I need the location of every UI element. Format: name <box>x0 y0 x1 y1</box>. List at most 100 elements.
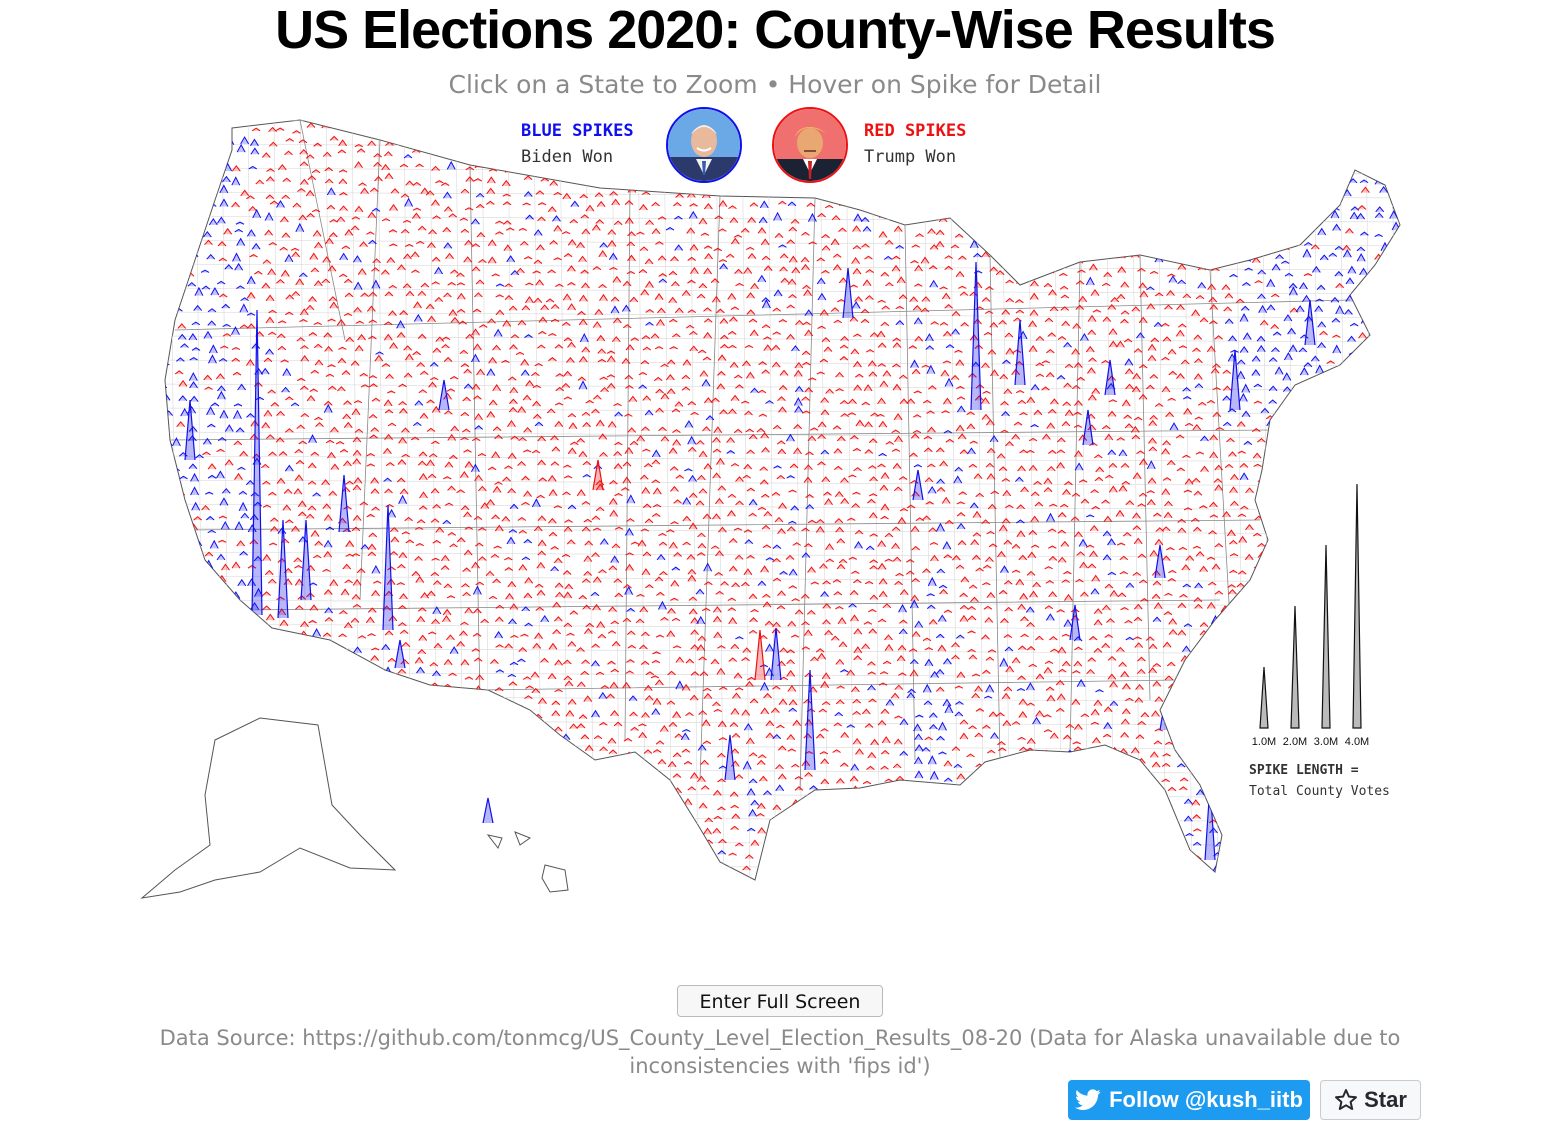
county-spike[interactable] <box>1302 802 1312 807</box>
county-spike[interactable] <box>567 504 577 510</box>
county-spike[interactable] <box>221 303 231 309</box>
county-spike[interactable] <box>338 139 348 147</box>
county-spike[interactable] <box>879 380 889 388</box>
county-spike[interactable] <box>1347 265 1357 274</box>
county-spike[interactable] <box>450 155 459 161</box>
county-spike[interactable] <box>922 176 932 182</box>
county-spike[interactable] <box>194 286 204 296</box>
county-spike[interactable] <box>837 843 847 849</box>
county-spike[interactable] <box>299 178 309 185</box>
county-spike[interactable] <box>1343 163 1353 171</box>
county-spike[interactable] <box>282 177 292 183</box>
county-spike[interactable] <box>1035 362 1045 367</box>
county-spike[interactable] <box>864 421 873 428</box>
county-spike[interactable] <box>1085 276 1095 286</box>
county-spike[interactable] <box>1064 363 1074 369</box>
county-spike[interactable] <box>368 239 377 245</box>
county-spike[interactable] <box>339 192 348 196</box>
county-spike[interactable] <box>1064 214 1073 224</box>
county-spike[interactable] <box>682 841 691 845</box>
county-spike[interactable] <box>1005 176 1015 182</box>
county-spike[interactable] <box>390 188 400 194</box>
county-spike[interactable] <box>307 505 317 511</box>
county-spike[interactable] <box>1019 123 1029 127</box>
county-spike[interactable] <box>802 853 812 859</box>
county-spike[interactable] <box>1004 332 1014 338</box>
county-spike[interactable] <box>820 409 830 416</box>
county-spike[interactable] <box>329 219 338 223</box>
county-spike[interactable] <box>987 806 996 811</box>
county-spike[interactable] <box>1296 179 1306 185</box>
county-spike[interactable] <box>205 515 215 521</box>
county-spike[interactable] <box>870 412 879 417</box>
county-spike[interactable] <box>959 291 969 296</box>
county-spike[interactable] <box>350 225 360 231</box>
county-spike[interactable] <box>324 237 334 245</box>
county-spike[interactable] <box>426 427 436 432</box>
county-spike[interactable] <box>1087 329 1097 336</box>
county-spike[interactable] <box>431 793 441 797</box>
county-spike[interactable] <box>398 705 408 715</box>
county-spike[interactable] <box>861 243 870 248</box>
county-spike[interactable] <box>1045 774 1054 780</box>
county-spike[interactable] <box>1288 286 1298 296</box>
county-spike[interactable] <box>1317 396 1327 402</box>
county-spike[interactable] <box>231 176 241 186</box>
county-spike[interactable] <box>307 868 316 873</box>
county-spike[interactable] <box>1117 778 1127 784</box>
county-spike[interactable] <box>1049 503 1058 507</box>
county-spike[interactable] <box>1206 399 1216 404</box>
county-spike[interactable] <box>435 878 445 888</box>
county-spike[interactable] <box>306 395 316 402</box>
county-spike[interactable] <box>405 290 415 297</box>
county-spike[interactable] <box>959 855 968 860</box>
county-spike[interactable] <box>1386 657 1396 664</box>
county-spike[interactable] <box>547 810 557 817</box>
county-spike[interactable] <box>1299 367 1309 376</box>
county-spike[interactable] <box>1378 696 1388 703</box>
county-spike[interactable] <box>413 313 423 322</box>
county-spike[interactable] <box>428 147 438 154</box>
county-spike[interactable] <box>509 778 518 782</box>
county-spike[interactable] <box>315 422 324 427</box>
county-spike[interactable] <box>1002 489 1012 497</box>
county-spike[interactable] <box>246 323 256 329</box>
county-spike[interactable] <box>956 405 966 413</box>
county-spike[interactable] <box>299 385 309 391</box>
county-spike[interactable] <box>802 284 811 290</box>
county-spike[interactable] <box>475 279 485 285</box>
county-spike[interactable] <box>1046 851 1056 856</box>
county-spike[interactable] <box>1272 855 1281 862</box>
county-spike[interactable] <box>960 322 969 327</box>
county-spike[interactable] <box>1029 292 1039 300</box>
county-spike[interactable] <box>1167 711 1177 718</box>
county-spike[interactable] <box>1285 879 1294 883</box>
county-spike[interactable] <box>464 207 474 211</box>
county-spike[interactable] <box>562 192 572 200</box>
county-spike[interactable] <box>801 396 810 401</box>
county-spike[interactable] <box>1304 519 1313 524</box>
county-spike[interactable] <box>299 161 309 167</box>
county-spike[interactable] <box>862 857 871 862</box>
county-spike[interactable] <box>566 829 576 834</box>
county-spike[interactable] <box>879 484 889 491</box>
county-spike[interactable] <box>804 876 814 883</box>
county-spike[interactable] <box>1176 199 1186 207</box>
county-spike[interactable] <box>655 122 665 127</box>
county-spike[interactable] <box>158 512 167 519</box>
county-spike[interactable] <box>623 879 632 883</box>
county-spike[interactable] <box>823 346 833 352</box>
county-spike[interactable] <box>954 233 964 238</box>
county-spike[interactable] <box>712 436 721 443</box>
county-spike[interactable] <box>284 150 293 156</box>
county-spike[interactable] <box>1235 298 1245 304</box>
county-spike[interactable] <box>517 777 527 782</box>
county-spike[interactable] <box>684 468 693 472</box>
county-spike[interactable] <box>999 373 1009 380</box>
county-spike[interactable] <box>1109 138 1119 142</box>
county-spike[interactable] <box>1078 863 1088 870</box>
county-spike[interactable] <box>553 191 563 196</box>
county-spike[interactable] <box>388 885 396 888</box>
county-spike[interactable] <box>200 269 210 273</box>
county-spike[interactable] <box>1214 244 1224 249</box>
